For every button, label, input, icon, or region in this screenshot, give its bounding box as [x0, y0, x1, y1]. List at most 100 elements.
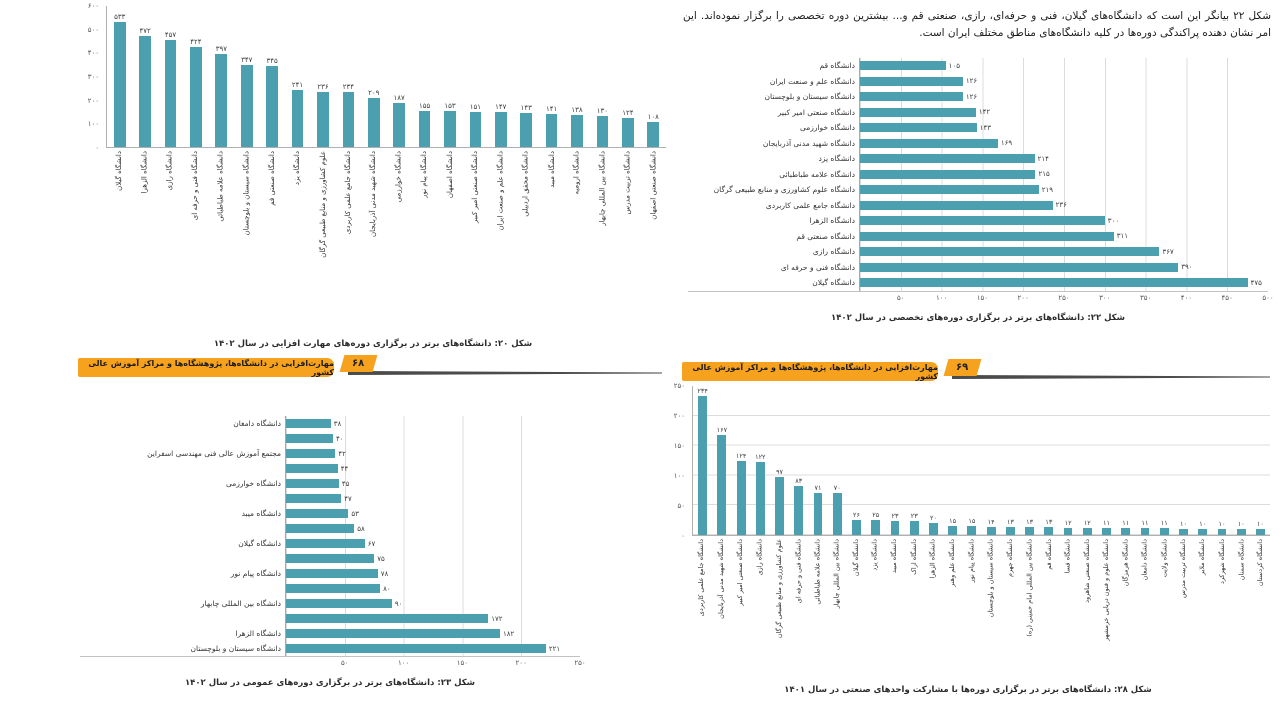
bar-label-text: دانشگاه صنعتی اصفهان — [649, 151, 658, 220]
row-label — [80, 521, 286, 536]
plot-area: دانشگاه دامغان ۳۸ ۴۰ مجتمع آموزش عالی فنی م… — [80, 416, 580, 657]
bar-label: دانشگاه علم و صنعت ایران — [488, 148, 513, 330]
bar-column: ۲۳۴ — [693, 386, 712, 535]
bar-column: ۱۴۳ — [514, 6, 539, 147]
x-axis-tick: ۳۰۰ — [1099, 293, 1111, 302]
row-track: ۱۶۹ — [860, 135, 1268, 151]
bar-value: ۱۵۳ — [444, 102, 456, 111]
bar — [832, 493, 842, 535]
bar-column: ۱۲ — [1078, 386, 1097, 535]
bar-label: علوم کشاورزی و منابع طبیعی گرگان — [310, 148, 335, 330]
bar-label-text: دانشگاه اصفهان — [445, 151, 454, 199]
intro-paragraph: شکل ۲۲ بیانگر این است که دانشگاه‌های گیل… — [683, 10, 1271, 39]
bar-column: ۱۸۷ — [386, 6, 411, 147]
bar-label-text: علوم کشاورزی و منابع طبیعی گرگان — [318, 151, 327, 258]
row-label: دانشگاه یزد — [688, 151, 860, 167]
bar — [317, 91, 329, 147]
bar-column: ۱۳۸ — [564, 6, 589, 147]
bar-value: ۱۴۳ — [520, 104, 532, 113]
bar — [444, 111, 456, 147]
bar-label-text: دانشگاه تربیت مدرس — [1179, 539, 1188, 598]
banner-title-left: مهارت‌افزایی در دانشگاه‌ها، پژوهشگاه‌ها … — [78, 358, 334, 377]
chart-row: دانشگاه جامع علمی کاربردی ۲۳۶ — [688, 197, 1268, 213]
bar-label-text: دانشگاه صنعتی امیر کبیر — [471, 151, 480, 224]
chart-row: دانشگاه خوارزمی ۱۴۳ — [688, 120, 1268, 136]
bar — [494, 112, 507, 147]
bar-value: ۲۵ — [872, 511, 880, 520]
bar-label: دانشگاه هرمزگان — [1116, 536, 1135, 676]
bar-value: ۲۱۴ — [1037, 154, 1049, 163]
bar-label: دانشگاه اراک — [904, 536, 923, 676]
bar-value: ۱۲ — [1064, 518, 1072, 527]
bar-value: ۱۱ — [1160, 519, 1168, 528]
bar-label: دانشگاه جامع علمی کاربردی — [335, 148, 360, 330]
bar — [545, 113, 558, 147]
bar — [286, 569, 378, 578]
bar — [393, 103, 405, 147]
bar-column: ۱۲۴ — [615, 6, 640, 147]
bar — [266, 65, 278, 147]
bar-value: ۳۸ — [333, 419, 342, 428]
section-banner-right: ۶۹ مهارت‌افزایی در دانشگاه‌ها، پژوهشگاه‌… — [682, 358, 1270, 384]
bar — [1140, 528, 1150, 535]
bar-label: دانشگاه علامه طباطبائی — [208, 148, 233, 330]
bar — [717, 435, 727, 535]
figure-20-vertical-bar-chart: ۶۰۰ ۵۰۰ ۴۰۰ ۳۰۰ ۲۰۰ ۱۰۰ ۰ ۵۳۳ ۴۷۲ ۴۵۷ ۴۲۴ ۳۹۷ ۳۴۷ ۳۴۵… — [80, 2, 666, 330]
bar-value: ۲۳۶ — [317, 82, 329, 91]
chart-row: ۴۷ — [80, 491, 580, 506]
bar-label: دانشگاه سمنان — [1231, 536, 1250, 676]
row-track: ۵۳ — [286, 506, 580, 521]
row-label: دانشگاه قم — [688, 58, 860, 74]
bar — [469, 111, 482, 147]
row-label: دانشگاه خوارزمی — [688, 120, 860, 136]
y-axis-tick: ۵۰ — [677, 502, 685, 510]
bar-label-text: دانشگاه بین المللی چابهار — [598, 151, 607, 226]
bar-label-text: دانشگاه سیستان و بلوچستان — [986, 539, 995, 618]
row-label: دانشگاه الزهرا — [80, 626, 286, 641]
bar-label: دانشگاه علوم و فنون دریایی خرمشهر — [1097, 536, 1116, 676]
banner-rule-line — [952, 375, 1270, 379]
bar — [860, 262, 1179, 272]
chart-row: دانشگاه الزهرا ۳۰۰ — [688, 213, 1268, 229]
bar-column: ۲۶ — [847, 386, 866, 535]
bar-label: دانشگاه الزهرا — [131, 148, 156, 330]
bar-value: ۱۳ — [1045, 518, 1053, 527]
bar-label: دانشگاه میبد — [539, 148, 564, 330]
y-axis-tick: ۱۰۰ — [673, 472, 685, 480]
bar-column: ۲۰۹ — [361, 6, 386, 147]
page-number-left: ۶۸ — [339, 355, 378, 372]
bar-value: ۲۱۹ — [1041, 185, 1053, 194]
bar-label: دانشگاه جامع علمی کاربردی — [692, 536, 711, 676]
bar-column: ۲۴۱ — [285, 6, 310, 147]
bar — [520, 113, 533, 147]
row-track: ۲۳۶ — [860, 197, 1268, 213]
bar-label-text: دانشگاه علم و صنعت ایران — [496, 151, 505, 231]
bar-column: ۱۱ — [1135, 386, 1154, 535]
bar-column: ۱۳ — [1039, 386, 1058, 535]
bar-column: ۳۴۷ — [234, 6, 259, 147]
bar-label-text: دانشگاه بین المللی چابهار — [832, 539, 841, 609]
bar-label-text: دانشگاه بین المللی امام خمینی (ره) — [1025, 539, 1034, 637]
chart-row: دانشگاه شهید مدنی آذربایجان ۱۶۹ — [688, 135, 1268, 151]
bar — [164, 39, 177, 147]
x-axis-tick: ۱۰۰ — [935, 293, 948, 302]
bar-label: دانشگاه خوارزمی — [386, 148, 411, 330]
bar-label: دانشگاه تربیت مدرس — [1174, 536, 1193, 676]
bar-column: ۹۷ — [770, 386, 789, 535]
page-number-text: ۶۹ — [956, 362, 969, 373]
chart-row: دانشگاه گیلان ۶۷ — [80, 536, 580, 551]
row-track: ۱۲۶ — [860, 73, 1268, 89]
figure-23-horizontal-bar-chart: دانشگاه دامغان ۳۸ ۴۰ مجتمع آموزش عالی فنی م… — [80, 416, 586, 669]
row-label — [80, 551, 286, 566]
bar-label-text: دانشگاه کردستان — [1256, 539, 1265, 587]
bar-value: ۱۰۸ — [647, 112, 659, 121]
bar-value: ۱۲۴ — [622, 108, 634, 117]
bar-value: ۲۳ — [910, 512, 918, 521]
bar — [286, 434, 334, 443]
row-track: ۶۷ — [286, 536, 580, 551]
bar-label: علوم کشاورزی و منابع طبیعی گرگان — [769, 536, 788, 676]
row-track: ۵۸ — [286, 521, 580, 536]
bar-column: ۲۳ — [905, 386, 924, 535]
bar-value: ۴۰ — [336, 434, 344, 443]
bar-value: ۱۱ — [1122, 519, 1130, 528]
